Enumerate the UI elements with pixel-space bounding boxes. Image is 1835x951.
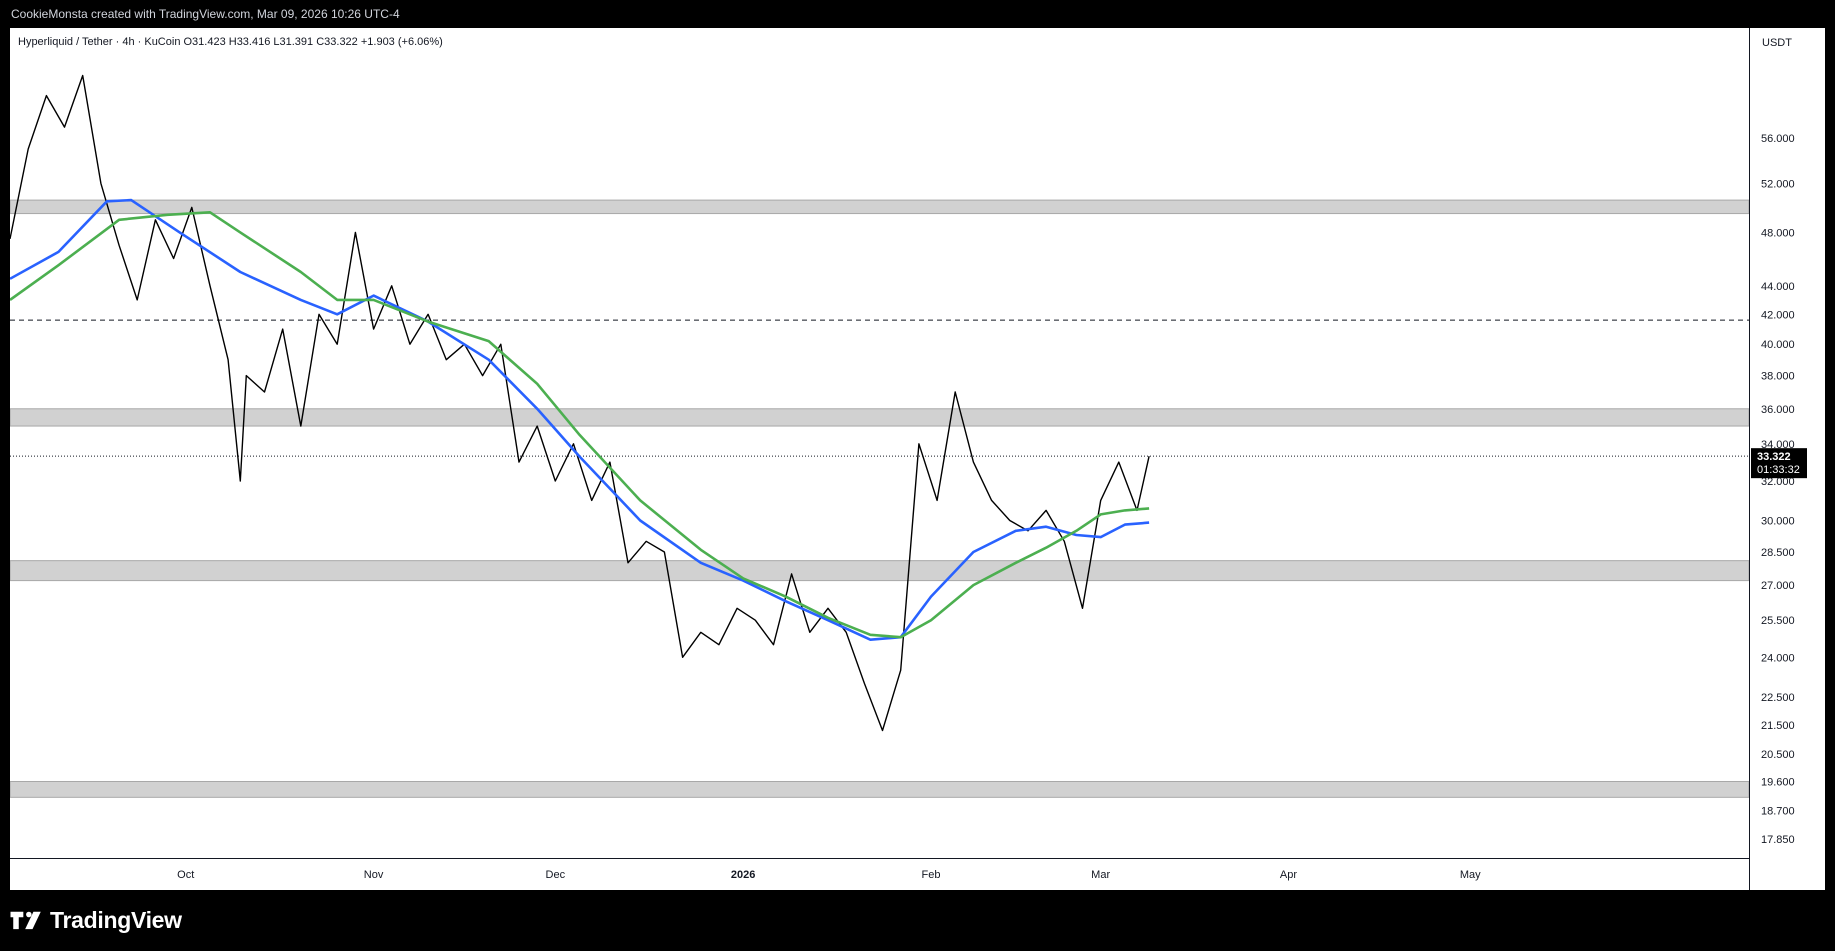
time-tick-label: Dec: [546, 869, 566, 881]
footer: TradingView: [10, 900, 182, 940]
support-resistance-zone[interactable]: [10, 780, 1750, 798]
price-tick-label: 32.000: [1761, 476, 1795, 488]
price-tick-label: 48.000: [1761, 227, 1795, 239]
price-line[interactable]: [10, 74, 1150, 732]
symbol-legend[interactable]: Hyperliquid / Tether · 4h · KuCoin O31.4…: [18, 36, 443, 48]
currency-label: USDT: [1762, 37, 1792, 49]
price-chart[interactable]: 56.000 52.000 48.000 44.000 42.000 40.000 38.0…: [10, 28, 1825, 890]
time-tick-label: Oct: [177, 869, 194, 881]
price-tick-label: 36.000: [1761, 404, 1795, 416]
last-price-label: 33.322: [1757, 451, 1791, 463]
time-tick-label: Nov: [364, 869, 384, 881]
price-tick-label: 34.000: [1761, 439, 1795, 451]
time-tick-label: 2026: [731, 869, 755, 881]
bar-countdown-label: 01:33:32: [1757, 464, 1800, 476]
price-tick-label: 44.000: [1761, 281, 1795, 293]
ema-fast-line[interactable]: [10, 198, 1150, 642]
price-tick-label: 38.000: [1761, 371, 1795, 383]
ema-slow-line[interactable]: [10, 211, 1150, 639]
time-tick-label: Feb: [922, 869, 941, 881]
price-tick-label: 19.600: [1761, 776, 1795, 788]
support-resistance-zone[interactable]: [10, 408, 1750, 427]
time-tick-label: May: [1460, 869, 1481, 881]
time-tick-label: Apr: [1280, 869, 1297, 881]
last-price-badge[interactable]: [1751, 448, 1807, 479]
tradingview-logo-icon: [10, 911, 41, 930]
price-tick-label: 27.000: [1761, 580, 1795, 592]
price-tick-label: 42.000: [1761, 309, 1795, 321]
price-tick-label: 17.850: [1761, 834, 1795, 846]
price-tick-label: 25.500: [1761, 615, 1795, 627]
support-resistance-zone[interactable]: [10, 199, 1750, 215]
price-tick-label: 40.000: [1761, 339, 1795, 351]
tradingview-brand: TradingView: [50, 906, 182, 933]
price-tick-label: 20.500: [1761, 749, 1795, 761]
chart-panel[interactable]: 56.000 52.000 48.000 44.000 42.000 40.000 38.0…: [10, 28, 1825, 890]
time-tick-label: Mar: [1091, 869, 1110, 881]
chart-attribution: CookieMonsta created with TradingView.co…: [11, 7, 400, 21]
price-tick-label: 21.500: [1761, 720, 1795, 732]
price-tick-label: 30.000: [1761, 516, 1795, 528]
price-tick-label: 52.000: [1761, 178, 1795, 190]
price-tick-label: 22.500: [1761, 692, 1795, 704]
price-tick-label: 28.500: [1761, 547, 1795, 559]
price-tick-label: 18.700: [1761, 805, 1795, 817]
price-tick-label: 56.000: [1761, 133, 1795, 145]
support-resistance-zone[interactable]: [10, 560, 1750, 582]
price-tick-label: 24.000: [1761, 652, 1795, 664]
